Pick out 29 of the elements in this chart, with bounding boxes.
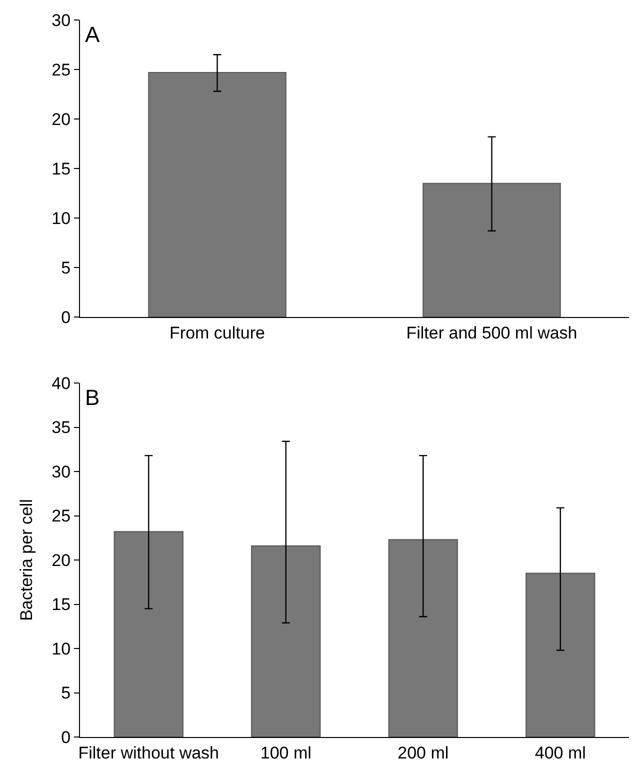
x-tick-label: 100 ml [260, 743, 312, 762]
x-tick-label: From culture [170, 323, 265, 342]
x-tick-label: Filter and 500 ml wash [406, 323, 578, 342]
y-tick-label: 5 [61, 684, 71, 703]
y-tick-label: 15 [52, 595, 71, 614]
y-tick-label: 35 [52, 418, 71, 438]
y-tick-label: 0 [61, 308, 71, 327]
y-tick-label: 10 [52, 639, 71, 658]
y-tick-label: 30 [52, 10, 71, 30]
bar [526, 572, 596, 737]
y-tick-label: 15 [52, 159, 71, 178]
y-tick-label: 0 [61, 728, 71, 747]
y-tick-label: 20 [52, 110, 71, 129]
bar [114, 531, 184, 737]
y-tick-label: 5 [61, 258, 71, 278]
y-axis-title: Bacteria per cell [17, 499, 36, 621]
bar [388, 539, 458, 737]
x-tick-label: 200 ml [398, 743, 449, 762]
y-tick-label: 40 [52, 374, 71, 393]
x-tick-label: 400 ml [534, 743, 586, 762]
y-tick-label: 20 [52, 550, 71, 570]
bar [251, 545, 321, 737]
y-tick-label: 25 [52, 506, 71, 526]
y-tick-label: 10 [52, 208, 71, 228]
chart-title: A [85, 22, 100, 47]
y-tick-label: 30 [52, 462, 71, 482]
chart-title: B [85, 385, 100, 410]
x-tick-label: Filter without wash [78, 743, 220, 762]
y-tick-label: 25 [52, 60, 71, 80]
